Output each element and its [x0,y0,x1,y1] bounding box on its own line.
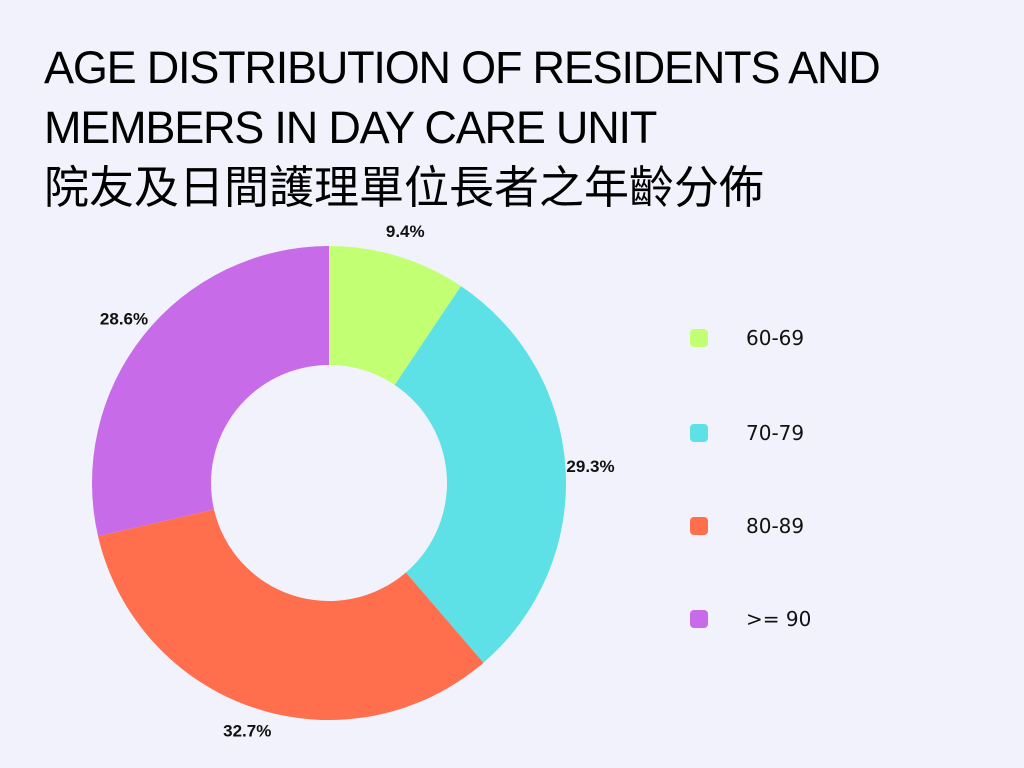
legend-label-90-plus: >= 90 [746,607,812,631]
chart-title-line-2: MEMBERS IN DAY CARE UNIT [44,102,657,153]
legend-label-80-89: 80-89 [746,514,805,538]
slice-70-79 [394,286,566,663]
donut-slices [92,246,566,720]
slice-label-80-89: 32.7% [223,721,271,740]
slice-label-70-79: 29.3% [566,457,614,476]
chart-title-line-1: AGE DISTRIBUTION OF RESIDENTS AND [44,42,881,93]
legend-item-90-plus: >= 90 [690,601,811,637]
slice-labels: 9.4% 29.3% 32.7% 28.6% [100,222,615,741]
legend-item-60-69: 60-69 [690,320,804,356]
legend-swatch-90-plus [690,610,708,628]
chart-title-line-3: 院友及日間護理單位長者之年齡分佈 [44,161,765,214]
legend-item-80-89: 80-89 [690,508,804,544]
legend-item-70-79: 70-79 [690,415,804,451]
chart-title: AGE DISTRIBUTION OF RESIDENTS AND MEMBER… [44,38,1004,218]
legend-swatch-80-89 [690,517,708,535]
slice-80-89 [98,509,484,720]
slice-90-plus [92,246,330,537]
legend-swatch-60-69 [690,329,708,347]
slice-label-60-69: 9.4% [386,222,425,241]
slice-60-69 [329,246,461,385]
slice-label-90-plus: 28.6% [100,309,148,328]
legend-label-70-79: 70-79 [746,421,805,445]
legend-label-60-69: 60-69 [746,326,805,350]
legend-swatch-70-79 [690,424,708,442]
